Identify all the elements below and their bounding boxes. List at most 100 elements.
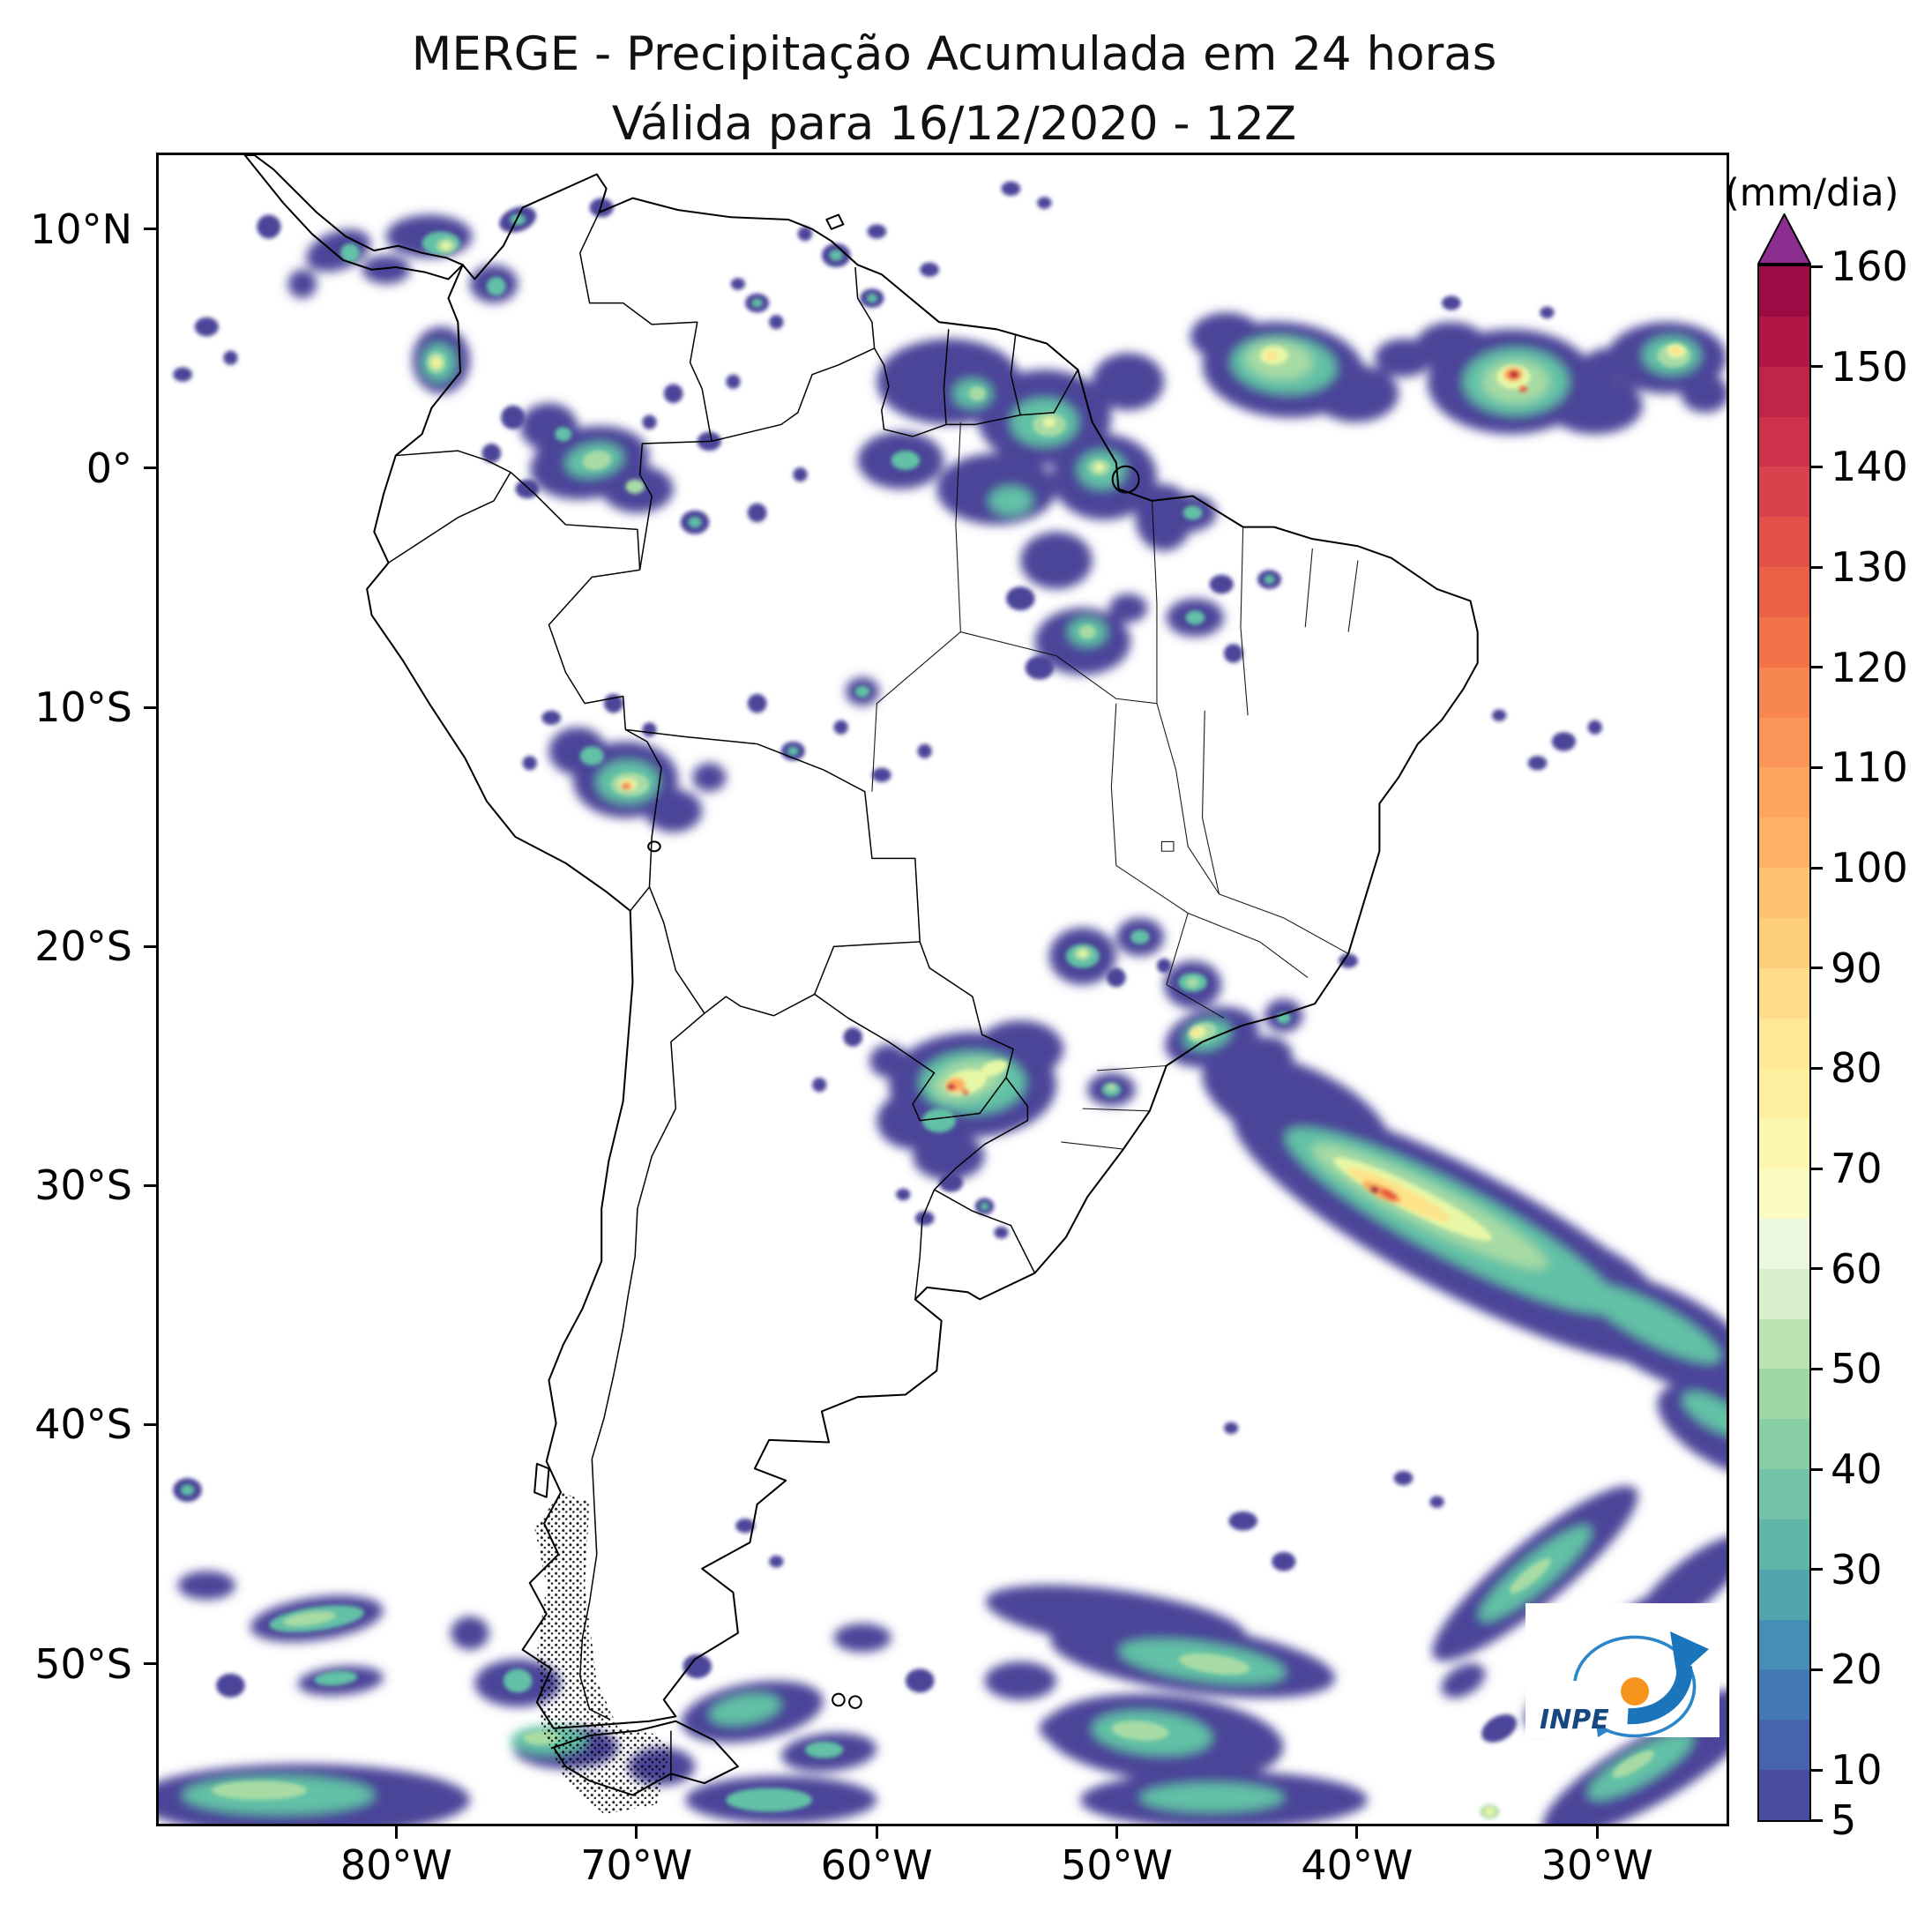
- precip-blob: [1369, 1185, 1380, 1194]
- colorbar-segment: [1759, 1218, 1809, 1269]
- precip-blob: [726, 374, 741, 389]
- precip-blob: [833, 720, 848, 735]
- precip-blob: [519, 403, 578, 452]
- precip-blob: [541, 710, 562, 725]
- colorbar-tick-label: 5: [1831, 1796, 1857, 1844]
- precip-blob: [692, 763, 727, 792]
- precip-blob: [812, 1078, 827, 1093]
- precip-blob: [663, 384, 683, 404]
- colorbar-tick-label: 30: [1831, 1545, 1883, 1594]
- precip-blob: [961, 1088, 969, 1095]
- precip-blob: [1223, 1422, 1239, 1435]
- x-tick-label: 80°W: [339, 1841, 452, 1889]
- colorbar-tick-mark: [1811, 1818, 1823, 1822]
- precip-blob: [988, 486, 1033, 516]
- colorbar-segment: [1759, 766, 1809, 818]
- precip-blob: [1223, 644, 1243, 663]
- colorbar-segment: [1759, 566, 1809, 617]
- y-tick-mark: [144, 1422, 156, 1426]
- precip-blob: [1551, 732, 1576, 751]
- precip-blob: [867, 294, 877, 302]
- precip-blob: [914, 1211, 935, 1226]
- colorbar-tick-mark: [1811, 866, 1823, 870]
- precip-blob: [994, 1226, 1009, 1239]
- colorbar-tick-mark: [1811, 1668, 1823, 1671]
- precip-blob: [622, 784, 629, 789]
- colorbar-segment: [1759, 316, 1809, 367]
- precip-blob: [1547, 377, 1643, 435]
- precip-blob: [830, 250, 842, 260]
- precip-blob: [589, 198, 614, 218]
- precip-blob: [797, 227, 813, 242]
- precip-blob: [433, 359, 440, 366]
- precip-blob: [1043, 417, 1056, 428]
- colorbar-tick-label: 110: [1831, 743, 1908, 792]
- precip-blob: [921, 1109, 956, 1133]
- precip-blob: [769, 315, 784, 330]
- precip-blob: [177, 1571, 235, 1600]
- colorbar-tick-label: 20: [1831, 1646, 1883, 1694]
- precip-blob: [1130, 929, 1150, 944]
- colorbar-segment: [1759, 266, 1809, 317]
- precip-blob: [645, 788, 703, 832]
- colorbar-tick-mark: [1811, 565, 1823, 569]
- precip-blob: [913, 1132, 985, 1181]
- inpe-logo: INPE: [1525, 1603, 1719, 1737]
- precip-blob: [1092, 353, 1165, 411]
- chart-title: MERGE - Precipitação Acumulada em 24 hor…: [156, 19, 1752, 159]
- precip-blob: [194, 317, 219, 337]
- precip-blob: [984, 1661, 1056, 1700]
- y-tick-label: 0°: [86, 444, 132, 492]
- colorbar-segment: [1759, 516, 1809, 568]
- precip-blob: [1139, 1783, 1284, 1812]
- colorbar-tick-label: 120: [1831, 643, 1908, 691]
- map-plot: INPE: [156, 153, 1729, 1826]
- precip-blob: [867, 224, 887, 239]
- precip-blob: [441, 242, 451, 250]
- colorbar-segment: [1759, 1618, 1809, 1670]
- precip-blob: [905, 1668, 935, 1693]
- precip-blob: [287, 269, 317, 299]
- precip-blob: [1415, 322, 1488, 370]
- precip-blob: [1265, 350, 1279, 361]
- precip-blob: [896, 1188, 911, 1201]
- precip-blob: [876, 1092, 949, 1150]
- precip-blob: [1001, 181, 1021, 196]
- colorbar-tick-label: 80: [1831, 1044, 1883, 1093]
- colorbar-segment: [1759, 666, 1809, 718]
- colorbar-tick-mark: [1811, 1066, 1823, 1070]
- precip-blob: [1020, 532, 1093, 589]
- precip-blob: [1612, 1751, 1654, 1778]
- colorbar-tick-label: 130: [1831, 543, 1908, 592]
- colorbar-segment: [1759, 1668, 1809, 1721]
- precip-blob: [1681, 374, 1727, 413]
- precip-blob: [1540, 306, 1555, 319]
- precip-blob: [1156, 958, 1172, 974]
- precip-blob: [1005, 586, 1035, 611]
- colorbar-tick-label: 150: [1831, 342, 1908, 391]
- precip-blob: [579, 746, 604, 765]
- inpe-logo-art: INPE: [1540, 1631, 1709, 1737]
- y-tick-label: 40°S: [34, 1400, 132, 1449]
- chart-title-line2: Válida para 16/12/2020 - 12Z: [611, 97, 1297, 151]
- colorbar-segment: [1759, 365, 1809, 417]
- colorbar-unit-label: (mm/dia): [1725, 171, 1899, 215]
- colorbar-tick-mark: [1811, 1367, 1823, 1370]
- y-tick-label: 50°S: [34, 1639, 132, 1688]
- precip-blob: [481, 444, 502, 463]
- colorbar-tick-label: 160: [1831, 243, 1908, 290]
- precip-blob: [1228, 1511, 1257, 1531]
- precip-blob: [1527, 756, 1548, 771]
- precip-blob: [1491, 709, 1507, 721]
- y-tick-mark: [144, 1183, 156, 1187]
- colorbar-tick-mark: [1811, 967, 1823, 970]
- colorbar-tick-label: 50: [1831, 1345, 1883, 1393]
- colorbar-tick-mark: [1811, 765, 1823, 769]
- precip-blob: [735, 1519, 755, 1534]
- precip-blob: [503, 1668, 533, 1693]
- x-tick-mark: [1595, 1826, 1599, 1839]
- precip-blob: [1025, 655, 1055, 680]
- precip-blob: [1272, 1551, 1296, 1571]
- precip-blob: [871, 767, 891, 782]
- precip-blob: [968, 386, 986, 401]
